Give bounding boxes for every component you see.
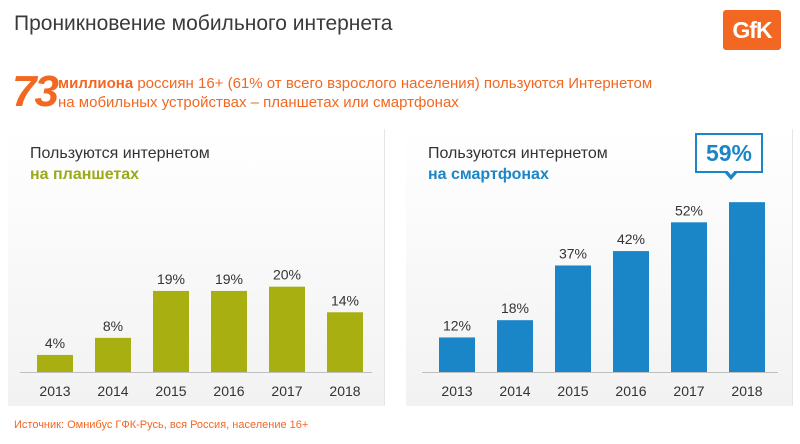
tablet-chart-title-line-1: Пользуются интернетом xyxy=(30,145,210,162)
tablet-bar-2018 xyxy=(327,312,363,372)
gfk-logo: GfK xyxy=(723,10,781,50)
tablet-tick-label-2018: 2018 xyxy=(329,383,360,399)
smartphone-value-label-2017: 52% xyxy=(675,202,703,218)
tablet-chart-panel: 4% 2013 8% 2014 19% 2015 19% 2016 20% 2017 14% 2018… xyxy=(8,129,385,406)
source-note: Источник: Омнибус ГФК-Русь, вся Россия, … xyxy=(14,419,309,431)
headline-line-2: на мобильных устройствах – планшетах или… xyxy=(58,94,459,111)
tablet-chart-title: Пользуются интернетом на планшетах xyxy=(30,143,370,185)
smartphone-tick-label-2013: 2013 xyxy=(441,383,472,399)
smartphone-value-label-2014: 18% xyxy=(501,300,529,316)
smartphone-bar-2016 xyxy=(613,251,649,372)
headline-strong: миллиона xyxy=(58,75,134,92)
smartphone-tick-label-2017: 2017 xyxy=(673,383,704,399)
tablet-bar-2017 xyxy=(269,286,305,372)
headline-text: миллиона россиян 16+ (61% от всего взрос… xyxy=(58,74,758,112)
highlight-callout: 59% xyxy=(695,133,763,173)
tablet-tick-label-2013: 2013 xyxy=(39,383,70,399)
smartphone-tick-label-2016: 2016 xyxy=(615,383,646,399)
tablet-tick-label-2014: 2014 xyxy=(97,383,128,399)
tablet-chart: 4% 2013 8% 2014 19% 2015 19% 2016 20% 2017 14% 2018 xyxy=(20,267,372,399)
tablet-bar-2013 xyxy=(37,354,73,372)
smartphone-bar-2013 xyxy=(439,337,475,372)
tablet-value-label-2015: 19% xyxy=(157,271,185,287)
smartphone-chart-title: Пользуются интернетом на смартфонах xyxy=(428,143,768,185)
tablet-tick-label-2017: 2017 xyxy=(271,383,302,399)
smartphone-chart: 12% 2013 18% 2014 37% 2015 42% 2016 52% 2017 2018 xyxy=(422,202,778,399)
smartphone-bar-2015 xyxy=(555,265,591,372)
smartphone-bar-2014 xyxy=(497,320,533,372)
headline-number: 73 xyxy=(12,67,59,116)
tablet-value-label-2017: 20% xyxy=(273,267,301,283)
smartphone-bar-2018 xyxy=(729,202,765,372)
highlight-callout-tail xyxy=(724,169,738,180)
tablet-chart-title-line-2: на планшетах xyxy=(30,166,140,183)
smartphone-value-label-2016: 42% xyxy=(617,231,645,247)
tablet-tick-label-2016: 2016 xyxy=(213,383,244,399)
page-title: Проникновение мобильного интернета xyxy=(14,12,393,35)
tablet-value-label-2018: 14% xyxy=(331,292,359,308)
smartphone-tick-label-2015: 2015 xyxy=(557,383,588,399)
tablet-value-label-2013: 4% xyxy=(45,335,65,351)
smartphone-bar-2017 xyxy=(671,222,707,372)
headline-line-1-text: россиян 16+ (61% от всего взрослого насе… xyxy=(133,75,653,92)
tablet-value-label-2014: 8% xyxy=(103,318,123,334)
smartphone-chart-panel: 12% 2013 18% 2014 37% 2015 42% 2016 52% 2017 2018 … xyxy=(406,129,793,406)
tablet-bar-2014 xyxy=(95,337,131,372)
smartphone-tick-label-2018: 2018 xyxy=(731,383,762,399)
smartphone-chart-title-line-1: Пользуются интернетом xyxy=(428,145,608,162)
headline-line-1: миллиона россиян 16+ (61% от всего взрос… xyxy=(58,74,758,93)
smartphone-tick-label-2014: 2014 xyxy=(499,383,530,399)
tablet-bar-2016 xyxy=(211,290,247,372)
smartphone-value-label-2013: 12% xyxy=(443,317,471,333)
tablet-bar-2015 xyxy=(153,290,189,372)
smartphone-chart-title-line-2: на смартфонах xyxy=(428,166,549,183)
tablet-value-label-2016: 19% xyxy=(215,271,243,287)
tablet-tick-label-2015: 2015 xyxy=(155,383,186,399)
smartphone-value-label-2015: 37% xyxy=(559,245,587,261)
